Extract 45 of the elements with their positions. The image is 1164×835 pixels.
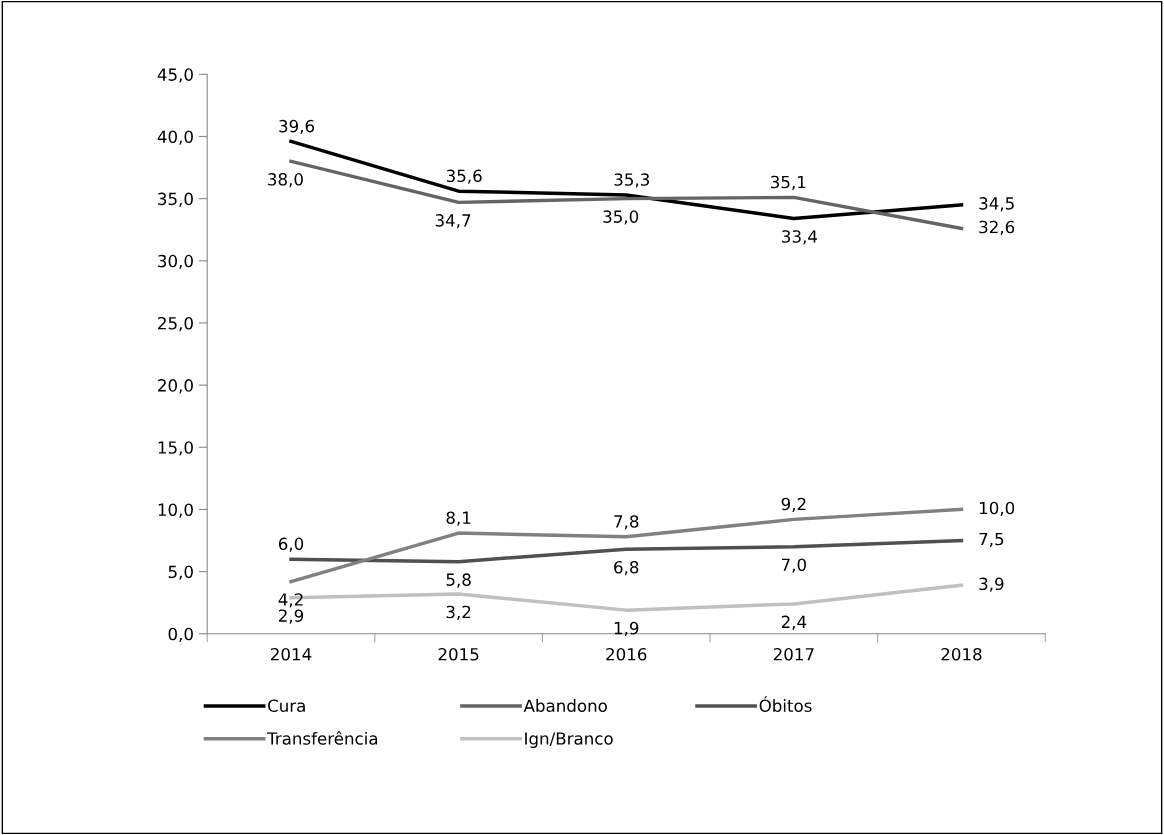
y-tick-label: 30,0 — [158, 254, 193, 270]
legend-label: Abandono — [523, 699, 607, 713]
x-tick-label: 2018 — [941, 647, 982, 661]
data-label: 39,6 — [279, 119, 315, 135]
data-label: 35,3 — [614, 173, 650, 188]
data-label: 5,8 — [446, 573, 471, 588]
data-label: 6,8 — [614, 560, 639, 576]
data-label: 8,1 — [446, 511, 471, 526]
data-label: 35,6 — [446, 169, 482, 184]
y-tick-label: 45,0 — [157, 68, 193, 83]
data-label: 38,0 — [268, 173, 303, 188]
y-tick-label: 40,0 — [157, 130, 193, 145]
data-label: 2,9 — [278, 609, 304, 624]
data-label: 35,1 — [771, 175, 806, 191]
data-label: 7,8 — [614, 515, 639, 530]
data-label: 3,2 — [446, 605, 471, 620]
legend-label: Transferência — [267, 731, 378, 745]
data-label: 34,7 — [435, 214, 471, 229]
data-label: 35,0 — [603, 210, 639, 225]
x-tick-label: 2017 — [773, 647, 814, 661]
data-label: 33,4 — [782, 230, 818, 245]
data-label: 4,2 — [278, 593, 303, 608]
data-label: 32,6 — [979, 220, 1015, 236]
y-tick-label: 25,0 — [158, 316, 193, 332]
data-label: 7,0 — [781, 558, 806, 573]
y-tick-label: 5,0 — [168, 565, 193, 580]
data-label: 1,9 — [614, 621, 639, 637]
data-label: 2,4 — [781, 615, 807, 630]
x-tick-label: 2015 — [438, 647, 479, 661]
data-label: 3,9 — [979, 577, 1004, 592]
y-tick-label: 10,0 — [158, 503, 193, 518]
x-tick-label: 2016 — [606, 647, 647, 661]
data-label: 9,2 — [781, 497, 806, 513]
x-tick-label: 2014 — [271, 647, 312, 661]
data-label: 6,0 — [278, 537, 304, 552]
y-tick-label: 20,0 — [158, 379, 193, 394]
data-label: 10,0 — [979, 501, 1015, 516]
legend-label: Ign/Branco — [525, 732, 613, 749]
y-tick-label: 0,0 — [168, 627, 193, 643]
legend-label: Cura — [268, 699, 305, 713]
legend-label: Óbitos — [759, 696, 812, 713]
data-label: 7,5 — [979, 532, 1004, 548]
data-label: 34,5 — [979, 197, 1014, 212]
y-tick-label: 15,0 — [158, 441, 193, 456]
y-tick-label: 35,0 — [158, 192, 193, 207]
